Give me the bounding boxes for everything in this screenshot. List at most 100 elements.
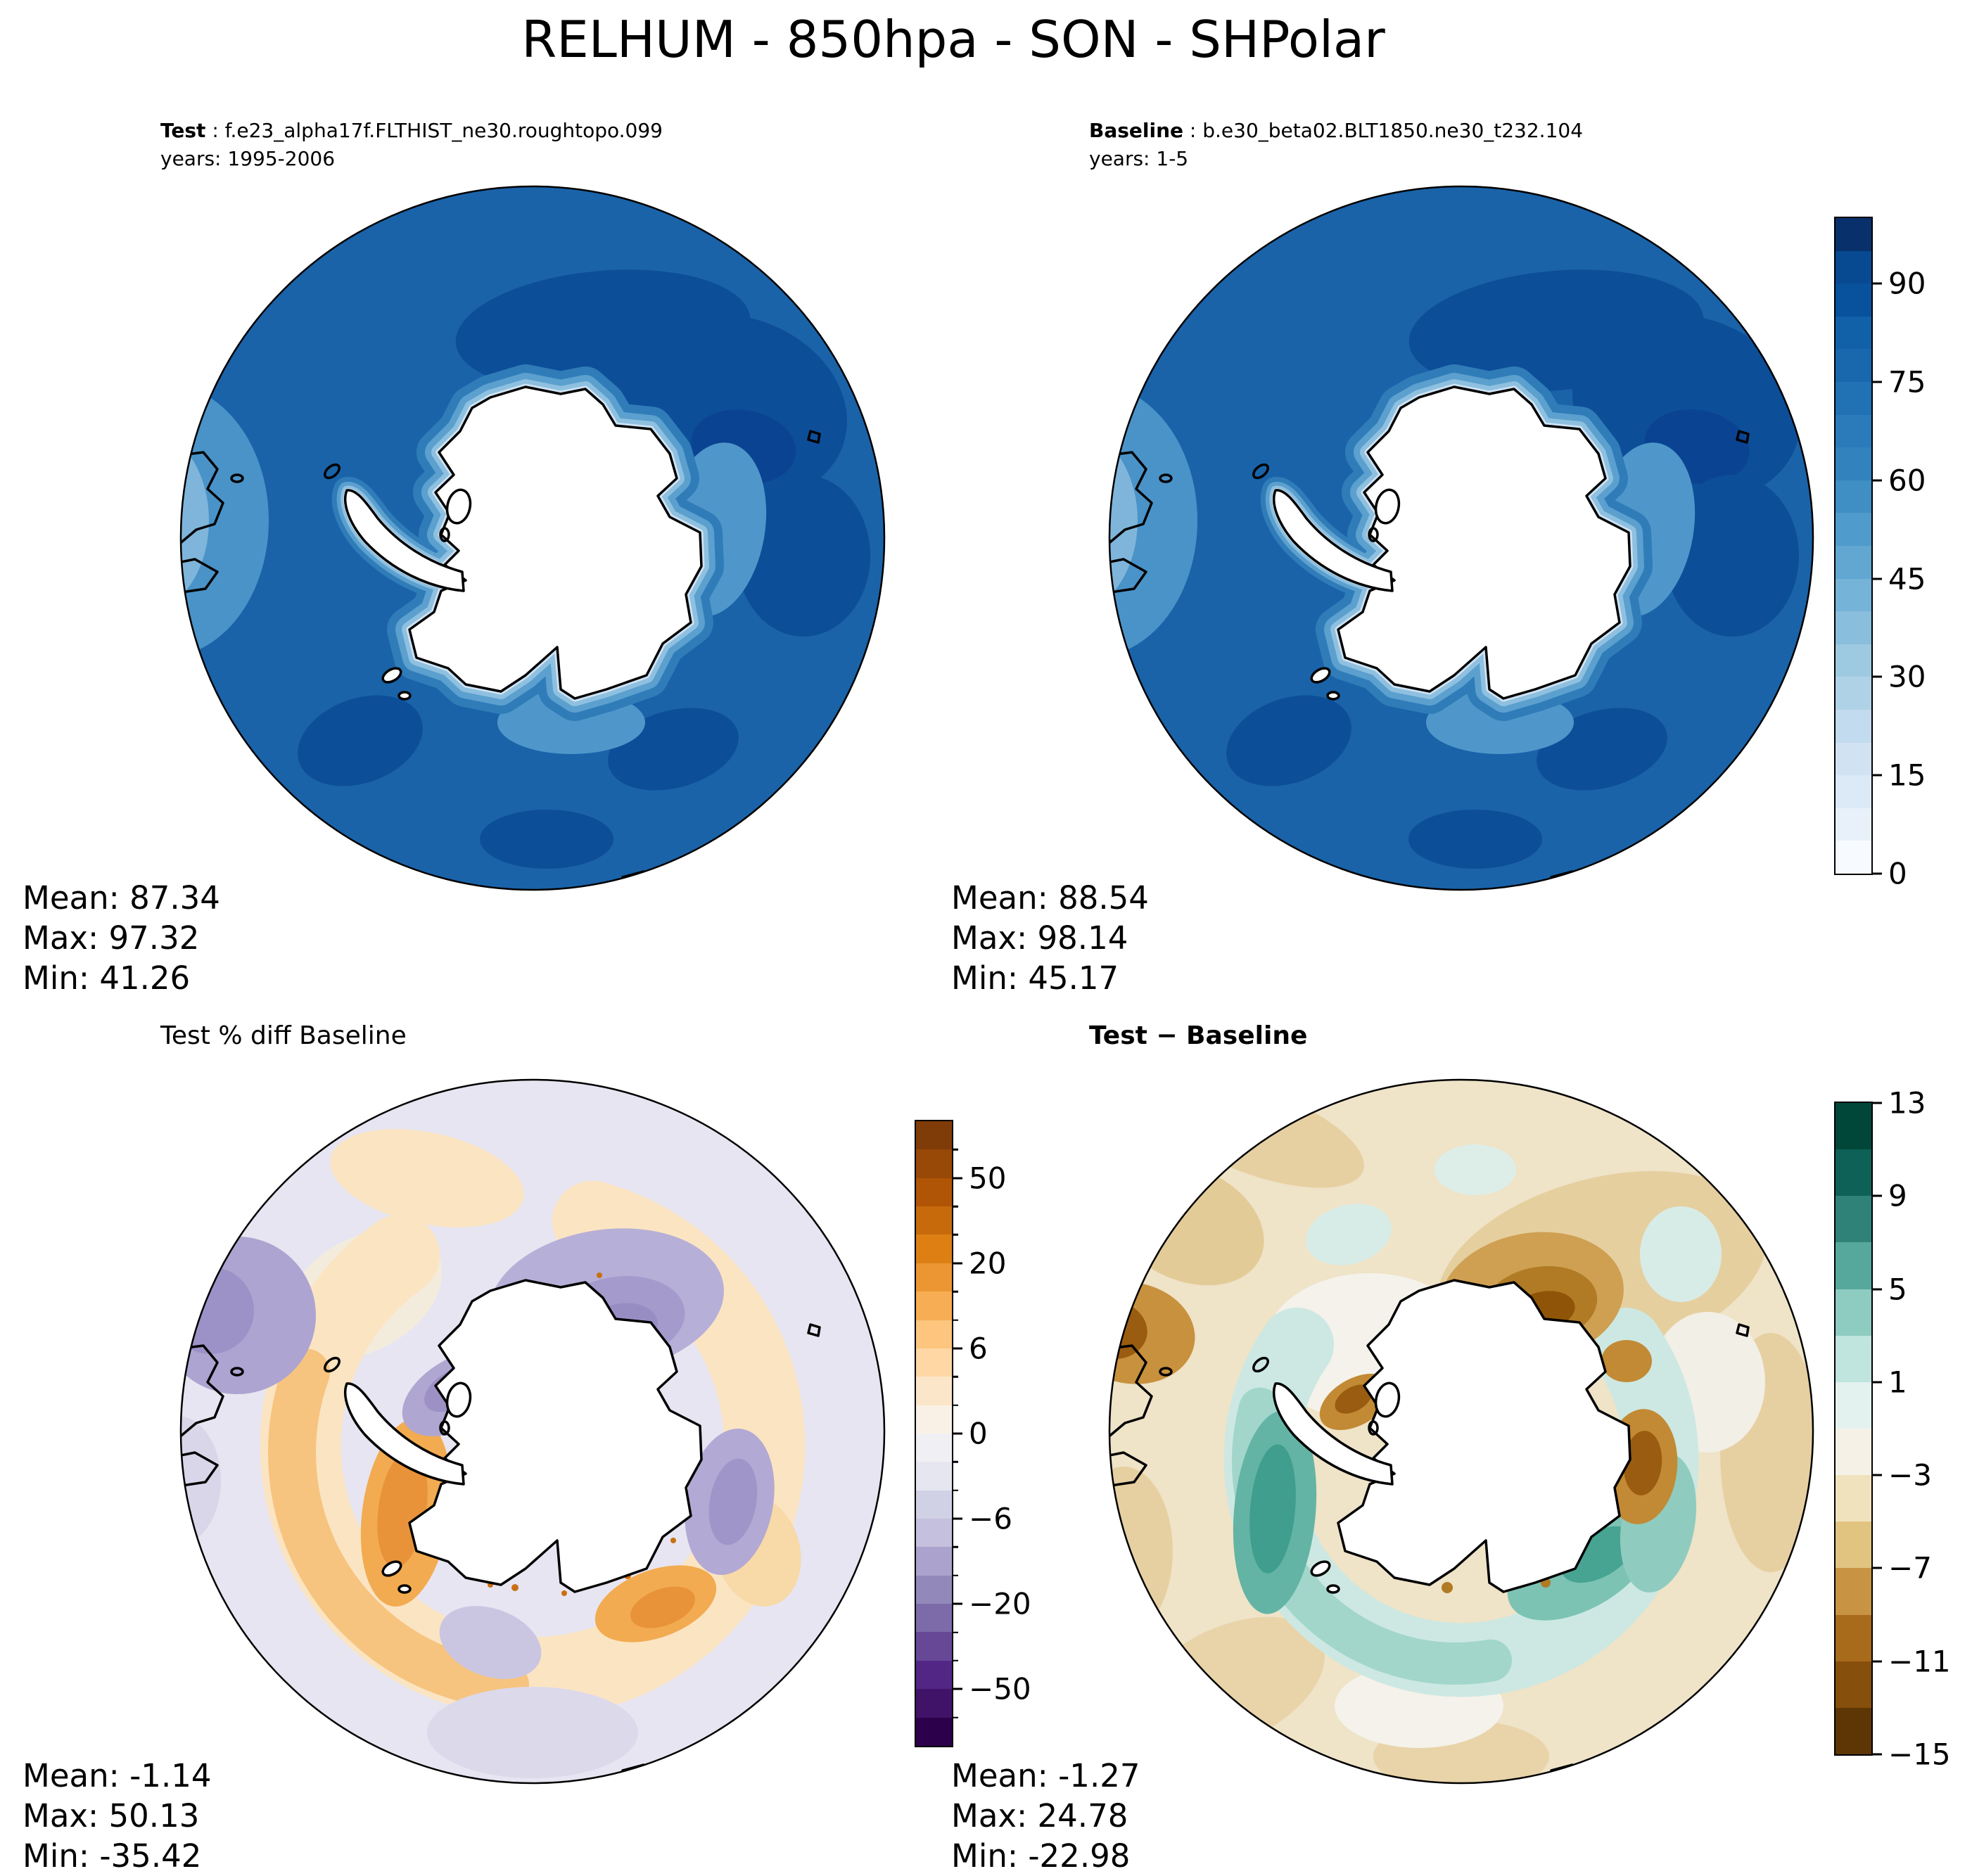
colorbar-tick-label: −50 [969, 1671, 1031, 1706]
colorbar-tick [1871, 578, 1882, 580]
colorbar-tick [1871, 1753, 1882, 1756]
baseline-stats: Mean: 88.54 Max: 98.14 Min: 45.17 [951, 878, 1149, 998]
colorbar-tick [952, 1602, 962, 1605]
diff-map [1108, 1078, 1814, 1785]
colorbar-band [916, 1320, 952, 1348]
colorbar-band [1836, 775, 1871, 808]
colorbar-band [916, 1121, 952, 1150]
colorbar-tick [952, 1432, 962, 1435]
colorbar-band [916, 1462, 952, 1491]
colorbar-band [916, 1660, 952, 1690]
colorbar-tick [952, 1262, 962, 1265]
colorbar-band [916, 1234, 952, 1263]
colorbar-tick [1871, 1102, 1882, 1104]
test-max: Max: 97.32 [23, 919, 200, 957]
colorbar-band [1836, 611, 1871, 644]
colorbar-band [916, 1717, 952, 1746]
colorbar-band [1836, 1568, 1871, 1615]
colorbar-band [1836, 414, 1871, 448]
diff-max: Max: 24.78 [951, 1797, 1128, 1834]
test-years: years: 1995-2006 [160, 147, 336, 170]
pct-diff-mean: Mean: -1.14 [23, 1757, 212, 1794]
colorbar-minor-tick [952, 1659, 958, 1662]
colorbar-band [1836, 1475, 1871, 1522]
test-min: Min: 41.26 [23, 959, 191, 997]
colorbar-band [1836, 578, 1871, 612]
colorbar-band [916, 1405, 952, 1434]
diff-mean: Mean: -1.27 [951, 1757, 1140, 1794]
colorbar-minor-tick [952, 1404, 958, 1406]
colorbar-tick-label: −3 [1888, 1457, 1932, 1493]
colorbar-band [1836, 1149, 1871, 1197]
baseline-years: years: 1-5 [1089, 147, 1189, 170]
colorbar-tick-label: 0 [1888, 856, 1907, 891]
baseline-min: Min: 45.17 [951, 959, 1119, 997]
colorbar-band [1836, 1242, 1871, 1289]
colorbar-tick-label: −15 [1888, 1737, 1951, 1772]
colorbar-band [916, 1348, 952, 1377]
colorbar-band [1836, 709, 1871, 743]
colorbar-minor-tick [952, 1574, 958, 1577]
page-title: RELHUM - 850hpa - SON - SHPolar [521, 10, 1385, 69]
colorbar-band [1836, 447, 1871, 480]
colorbar-band [916, 1490, 952, 1519]
colorbar-tick [1871, 1194, 1882, 1197]
colorbar-band [1836, 480, 1871, 513]
diff-colorbar: 13 9 5 1 −3 −7 −11 −15 [1834, 1086, 1951, 1772]
colorbar-band [1836, 644, 1871, 677]
colorbar-band [1836, 1428, 1871, 1476]
colorbar-band [916, 1604, 952, 1633]
pct-diff-colorbar: 50 20 6 0 −6 −20 −50 [915, 1120, 1031, 1747]
test-map [179, 185, 886, 891]
colorbar-band [1836, 545, 1871, 579]
colorbar-band [916, 1263, 952, 1292]
baseline-header: Baseline : b.e30_beta02.BLT1850.ne30_t23… [1089, 117, 1583, 173]
colorbar-tick [1871, 479, 1882, 482]
colorbar-tick-label: 1 [1888, 1365, 1907, 1400]
pct-diff-title: Test % diff Baseline [160, 1021, 407, 1050]
colorbar-minor-tick [952, 1546, 958, 1548]
colorbar-minor-tick [952, 1234, 958, 1236]
colorbar-tick-label: 9 [1888, 1178, 1907, 1213]
colorbar-minor-tick [952, 1489, 958, 1491]
colorbar-minor-tick [952, 1716, 958, 1718]
colorbar-tick [1871, 1288, 1882, 1291]
colorbar-tick [1871, 381, 1882, 383]
colorbar-tick [1871, 675, 1882, 678]
colorbar-tick-label: 20 [969, 1246, 1007, 1281]
pct-diff-max: Max: 50.13 [23, 1797, 200, 1834]
colorbar-tick [1871, 1660, 1882, 1663]
colorbar-band [916, 1149, 952, 1178]
colorbar-minor-tick [952, 1290, 958, 1293]
colorbar-tick [1871, 774, 1882, 777]
colorbar-tick-label: 30 [1888, 659, 1926, 694]
colorbar-tick [1871, 872, 1882, 875]
diff-stats: Mean: -1.27 Max: 24.78 Min: -22.98 [951, 1756, 1140, 1876]
colorbar-band [1836, 1707, 1871, 1754]
colorbar-band [1836, 1196, 1871, 1243]
colorbar-tick-label: −7 [1888, 1550, 1932, 1585]
colorbar-tick-label: 60 [1888, 463, 1926, 498]
colorbar-tick [1871, 282, 1882, 285]
test-run: : f.e23_alpha17f.FLTHIST_ne30.roughtopo.… [205, 119, 663, 142]
colorbar-minor-tick [952, 1376, 958, 1378]
colorbar-tick [1871, 1566, 1882, 1569]
colorbar-minor-tick [952, 1631, 958, 1633]
colorbar-band [916, 1433, 952, 1462]
colorbar-band [1836, 316, 1871, 350]
diff-min: Min: -22.98 [951, 1837, 1131, 1875]
test-stats: Mean: 87.34 Max: 97.32 Min: 41.26 [23, 878, 220, 998]
colorbar-tick [952, 1347, 962, 1350]
test-header: Test : f.e23_alpha17f.FLTHIST_ne30.rough… [160, 117, 663, 173]
colorbar-band [1836, 513, 1871, 546]
baseline-max: Max: 98.14 [951, 919, 1128, 957]
colorbar-tick-label: 6 [969, 1331, 988, 1366]
colorbar-band [1836, 1103, 1871, 1150]
colorbar-band [916, 1206, 952, 1235]
colorbar-tick [952, 1517, 962, 1520]
colorbar-band [1836, 349, 1871, 382]
colorbar-tick-label: 75 [1888, 364, 1926, 400]
pct-diff-min: Min: -35.42 [23, 1837, 202, 1875]
test-run-line: Test : f.e23_alpha17f.FLTHIST_ne30.rough… [160, 117, 663, 145]
